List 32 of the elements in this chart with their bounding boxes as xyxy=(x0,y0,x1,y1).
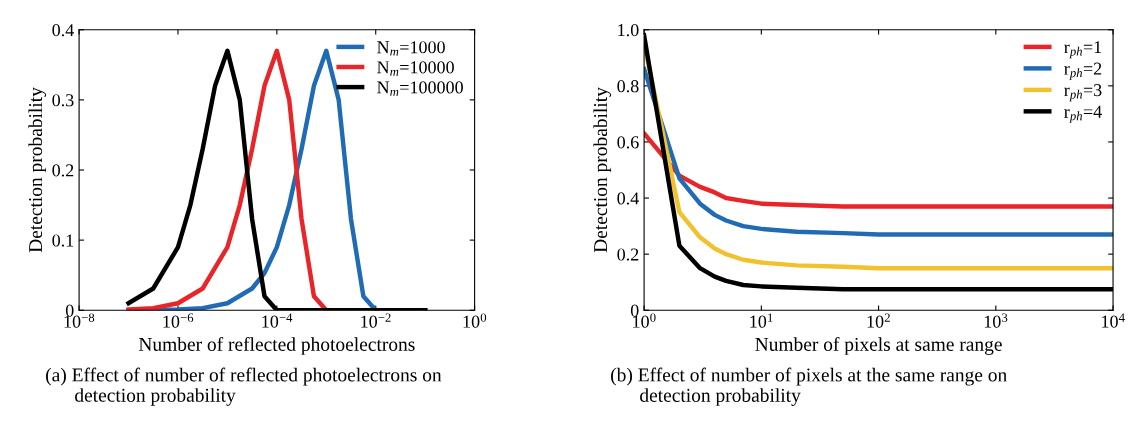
x-tick-label: 10$^{0}$ xyxy=(463,313,487,328)
x-tick-label: 10$^{−6}$ xyxy=(163,313,194,328)
legend-label: r$_{ph}$=3 xyxy=(1064,84,1102,102)
legend-label: N$_{m}$=100000 xyxy=(377,81,463,96)
y-tick-label: 0 xyxy=(65,304,74,317)
y-tick-label: 0.8 xyxy=(617,80,639,93)
legend-label: N$_{m}$=1000 xyxy=(377,41,445,56)
x-tick-label: 10$^{1}$ xyxy=(750,313,773,328)
text: (b) Effect of number of pixels at the same range on detection probability xyxy=(611,367,1007,406)
legend-label: r$_{ph}$=1 xyxy=(1064,41,1102,59)
x-tick-label: 10$^{2}$ xyxy=(867,313,890,328)
y-tick-label: 0.4 xyxy=(52,24,74,37)
x-tick-label: 10$^{4}$ xyxy=(1102,313,1125,328)
y-axis-title: Detection probability xyxy=(28,87,47,253)
x-tick-label: 10$^{−4}$ xyxy=(262,313,293,328)
legend-label: r$_{ph}$=4 xyxy=(1064,105,1102,123)
text: (a) Effect of number of reflected photoelectrons on detection probability xyxy=(46,367,442,406)
y-tick-label: 0.6 xyxy=(617,136,639,149)
x-tick-label: 10$^{3}$ xyxy=(984,313,1008,328)
x-tick-label: 10$^{−2}$ xyxy=(361,313,391,328)
y-tick-label: 0 xyxy=(630,304,639,317)
y-tick-label: 0.1 xyxy=(52,234,74,247)
y-tick-label: 0.4 xyxy=(617,192,639,205)
legend-label: r$_{ph}$=2 xyxy=(1064,62,1102,80)
x-axis-title: Number of pixels at same range xyxy=(755,337,1002,355)
y-tick-label: 0.2 xyxy=(52,164,74,177)
y-tick-label: 0.3 xyxy=(52,94,74,107)
y-tick-label: 1.0 xyxy=(618,24,639,37)
x-axis-title: Number of reflected photoelectrons xyxy=(138,337,415,355)
y-axis-title: Detection probability xyxy=(593,87,612,253)
y-tick-label: 0.2 xyxy=(617,248,639,261)
legend-label: N$_{m}$=10000 xyxy=(377,61,454,76)
